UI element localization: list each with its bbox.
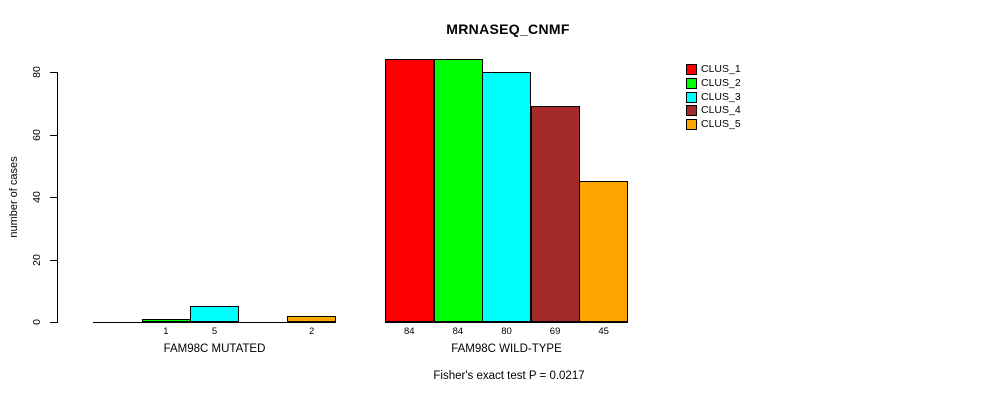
y-tick-label: 20 [31, 253, 43, 266]
bar-clus_3-group2 [482, 72, 531, 322]
bar-value-label: 80 [501, 326, 512, 337]
legend-item-clus_1: CLUS_1 [686, 63, 741, 77]
x-group-label: FAM98C MUTATED [163, 343, 266, 355]
y-axis-tick [50, 72, 57, 73]
legend-label: CLUS_5 [701, 118, 741, 131]
legend-label: CLUS_4 [701, 104, 741, 117]
y-axis-tick [50, 134, 57, 136]
legend-swatch-clus_5 [686, 119, 697, 131]
bar-value-label: 45 [598, 326, 609, 337]
chart-title: MRNASEQ_CNMF [446, 21, 570, 37]
legend-label: CLUS_2 [701, 77, 741, 90]
bar-clus_3-group1 [190, 306, 239, 322]
legend-label: CLUS_3 [701, 90, 741, 103]
y-tick-label: 40 [31, 191, 43, 203]
bar-value-label: 84 [452, 326, 464, 337]
legend-swatch-clus_3 [686, 91, 697, 103]
y-axis-tick [50, 259, 57, 261]
y-axis-line [57, 72, 58, 323]
legend-label: CLUS_1 [701, 63, 741, 76]
bar-clus_2-group1 [142, 319, 191, 322]
legend: CLUS_1 CLUS_2 CLUS_3 CLUS_4 CLUS_5 [686, 63, 741, 131]
y-tick-label: 80 [31, 66, 43, 78]
legend-item-clus_4: CLUS_4 [686, 104, 741, 118]
bar-value-label: 5 [211, 326, 218, 337]
legend-item-clus_2: CLUS_2 [686, 77, 741, 91]
bar-clus_4-group2 [531, 106, 580, 322]
y-tick-label: 60 [31, 128, 43, 141]
legend-swatch-clus_1 [686, 64, 697, 76]
bar-clus_5-group2 [579, 181, 628, 322]
bar-clus_1-group2 [385, 59, 434, 322]
x-baseline [385, 322, 628, 323]
bar-value-label: 2 [309, 326, 315, 337]
bar-value-label: 69 [549, 326, 561, 337]
legend-swatch-clus_2 [686, 78, 697, 90]
bar-clus_5-group1 [287, 316, 336, 322]
y-axis-tick [50, 197, 57, 198]
bar-clus_2-group2 [434, 59, 483, 322]
y-axis-tick [50, 322, 57, 323]
x-baseline [93, 322, 336, 323]
legend-item-clus_5: CLUS_5 [686, 118, 741, 132]
fisher-test-annotation: Fisher's exact test P = 0.0217 [433, 370, 585, 382]
y-axis-label: number of cases [8, 156, 20, 238]
y-tick-label: 0 [31, 319, 43, 325]
legend-item-clus_3: CLUS_3 [686, 90, 741, 104]
bar-value-label: 84 [404, 326, 415, 337]
legend-swatch-clus_4 [686, 105, 697, 117]
x-group-label: FAM98C WILD-TYPE [451, 343, 562, 355]
bar-value-label: 1 [163, 326, 169, 337]
